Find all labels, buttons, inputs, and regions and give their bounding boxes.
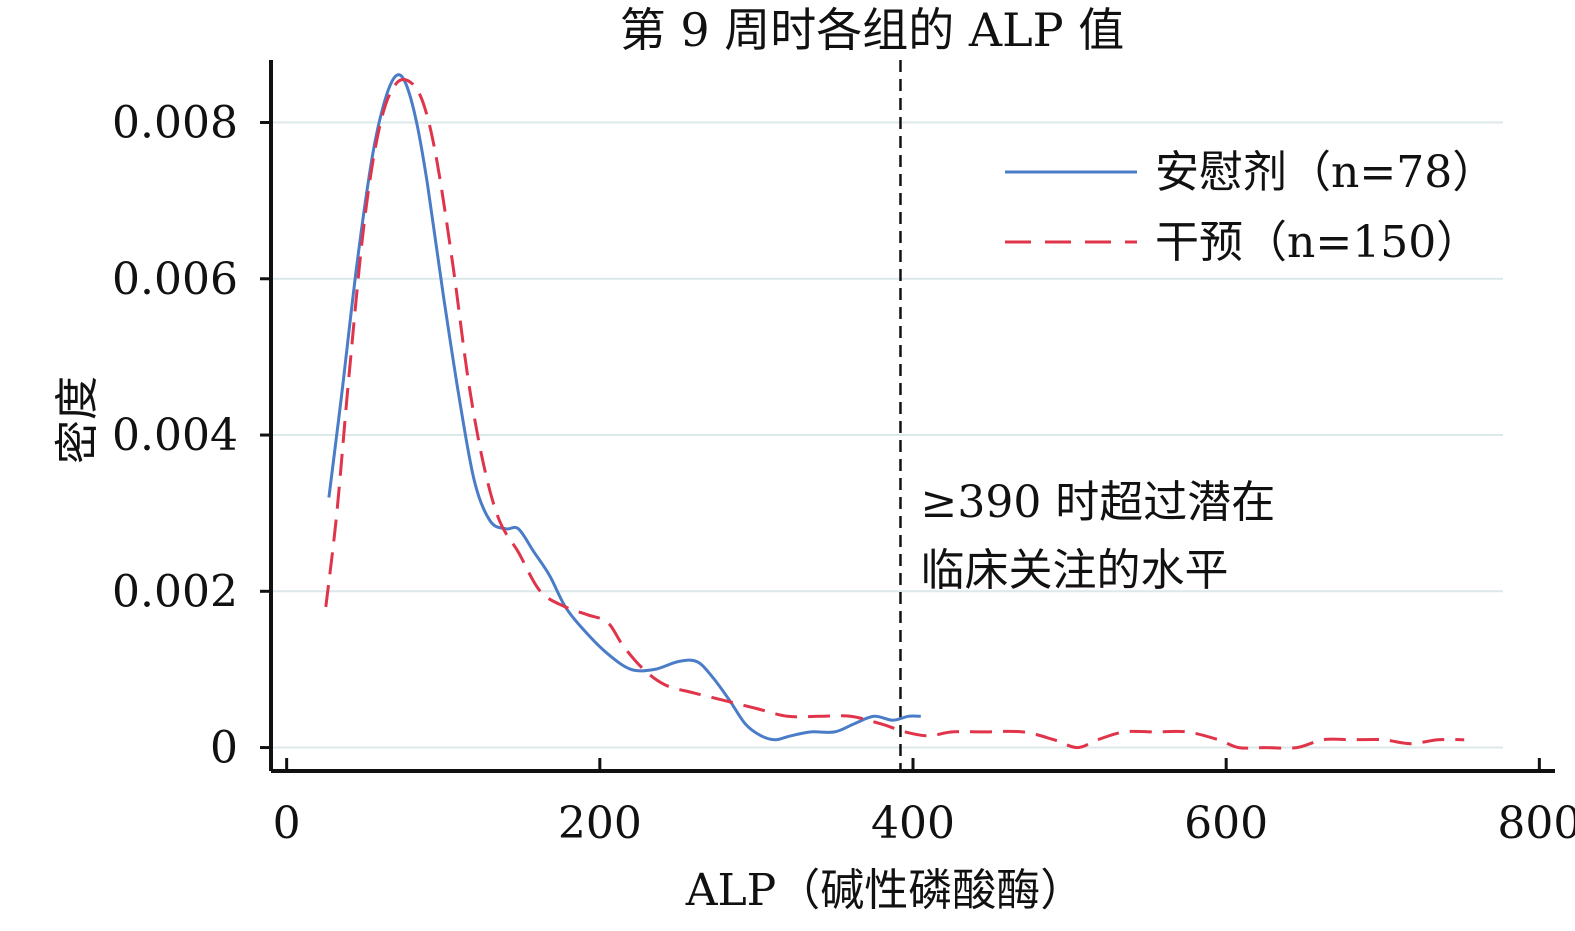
legend-label-1: 干预（n=150） (1155, 217, 1480, 268)
x-tick-label-3: 600 (1184, 798, 1268, 849)
y-axis-title: 密度 (52, 376, 103, 464)
series-layer (324, 73, 1465, 750)
legend-label-0: 安慰剂（n=78） (1155, 147, 1496, 198)
y-tick-label-2: 0.004 (112, 410, 238, 461)
x-tick-label-0: 0 (273, 798, 301, 849)
x-axis-ticks: 0 200 400 600 800 (273, 758, 1575, 849)
annotation-line-1: 临床关注的水平 (920, 545, 1228, 596)
x-tick-label-4: 800 (1497, 798, 1575, 849)
chart-title: 第 9 周时各组的 ALP 值 (620, 3, 1124, 57)
x-tick-label-1: 200 (558, 798, 642, 849)
legend: 安慰剂（n=78） 干预（n=150） (1005, 147, 1496, 268)
y-tick-label-0: 0 (210, 723, 238, 774)
annotation-line-0: ≥390 时超过潜在 (920, 477, 1275, 528)
series-line-1 (324, 78, 1465, 750)
series-line-0 (327, 73, 921, 742)
x-axis-title: ALP（碱性磷酸酶） (685, 865, 1085, 916)
y-tick-label-4: 0.008 (112, 98, 238, 149)
x-tick-label-2: 400 (871, 798, 955, 849)
y-tick-label-3: 0.006 (112, 254, 238, 305)
y-axis-ticks: 0 0.002 0.004 0.006 0.008 (112, 98, 271, 774)
y-tick-label-1: 0.002 (112, 566, 238, 617)
